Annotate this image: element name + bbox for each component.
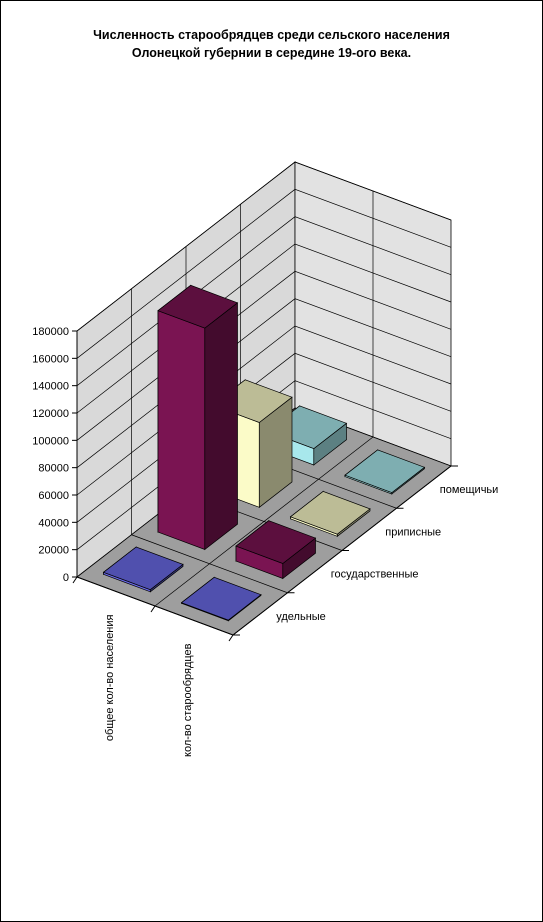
y-tick-label: 140000	[32, 381, 69, 393]
bar	[180, 576, 262, 622]
bar	[157, 284, 239, 551]
bar-top-face	[180, 576, 262, 621]
gridline	[76, 298, 452, 468]
chart-title: Численность старообрядцев среди сельског…	[93, 28, 450, 60]
series-label: государственные	[331, 569, 419, 581]
floor-gridline	[154, 436, 374, 607]
gridlines-group	[76, 161, 452, 550]
y-tick-label: 80000	[38, 463, 69, 475]
series-label: помещичьи	[440, 484, 499, 496]
bar-top-face	[344, 449, 426, 493]
x-tick	[150, 605, 156, 613]
axes-group	[72, 330, 458, 642]
gridline	[76, 216, 452, 386]
gridline	[76, 270, 452, 441]
bar-top-face	[102, 546, 184, 591]
x-tick	[72, 576, 78, 584]
bar-front-face	[157, 310, 206, 551]
bar	[289, 490, 371, 538]
bar	[102, 546, 184, 593]
bar	[344, 449, 426, 495]
category-label: общее кол-во населения	[104, 614, 116, 741]
y-tick-label: 40000	[38, 517, 69, 529]
gridline	[76, 243, 452, 414]
gridline	[76, 352, 452, 523]
y-tick-label: 20000	[38, 545, 69, 557]
bars-group	[102, 284, 426, 622]
bar-top-face	[157, 284, 239, 329]
gridline	[76, 188, 452, 359]
series-label: приписные	[385, 526, 441, 538]
y-tick-label: 180000	[32, 326, 69, 338]
gridline	[76, 380, 452, 550]
x-tick	[228, 634, 234, 642]
category-label: кол-во старообрядцев	[182, 643, 194, 757]
y-tick-label: 100000	[32, 435, 69, 447]
y-tick-label: 160000	[32, 353, 69, 365]
bar	[235, 519, 317, 580]
bar-right-face	[204, 302, 238, 551]
gridline	[76, 161, 452, 332]
bar-top-face	[235, 520, 317, 564]
y-tick-label: 120000	[32, 408, 69, 420]
y-tick-label: 0	[63, 572, 69, 584]
series-label: удельные	[276, 611, 326, 623]
y-tick-label: 60000	[38, 490, 69, 502]
gridline	[76, 325, 452, 496]
labels-group: 0 20000 40000 60000 80000 100000 120000 140000 1…	[32, 326, 498, 757]
bar-top-face	[289, 491, 371, 535]
